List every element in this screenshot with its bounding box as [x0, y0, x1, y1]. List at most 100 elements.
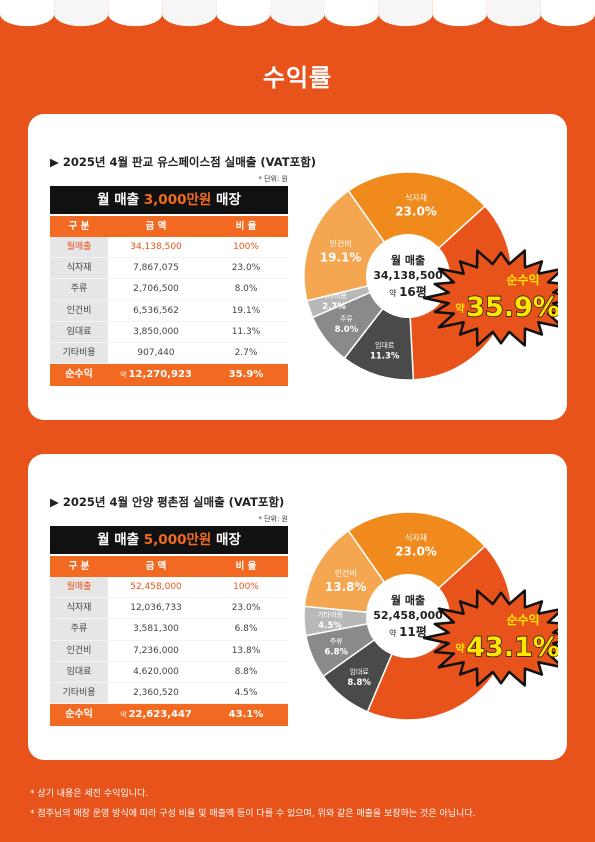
- banner-suffix: 매장: [211, 532, 241, 548]
- unit-note: * 단위: 원: [258, 515, 288, 523]
- col-header: 금 액: [145, 561, 167, 572]
- cell-label: 기타비용: [50, 682, 108, 704]
- slice-name-label: 기타비용: [317, 610, 343, 619]
- awning-scallop: [162, 0, 217, 27]
- total-ratio: 43.1%: [228, 709, 264, 721]
- total-row: 순수익 약 22,623,447 43.1%: [50, 704, 288, 727]
- pie-chart: 식자재 23.0% 임대료 8.8% 주류 6.8% 기타비용 4.5% 인건비 13.8% 월 매…: [298, 496, 558, 736]
- table-row: 기타비용 907,440 2.7%: [50, 342, 288, 365]
- slice-name-label: 임대료: [375, 341, 395, 349]
- cell-ratio: 19.1%: [231, 305, 261, 316]
- footnotes: * 상기 내용은 세전 수익입니다. * 점주님의 매장 운영 방식에 따라 구…: [30, 784, 475, 824]
- cell-ratio: 6.8%: [234, 624, 258, 635]
- approx-mark: 약: [120, 371, 127, 380]
- banner-highlight: 3,000만원: [143, 192, 212, 208]
- cell-label: 기타비용: [50, 342, 108, 364]
- slice-value-label: 2.7%: [322, 302, 346, 312]
- cell-label: 월매출: [50, 237, 108, 258]
- revenue-banner: 월 매출 5,000만원 매장: [50, 526, 288, 554]
- burst-approx: 약: [455, 642, 465, 655]
- center-label: 월 매출: [391, 253, 425, 267]
- burst-value: 43.1%: [466, 632, 558, 663]
- table-row: 식자재 12,036,733 23.0%: [50, 598, 288, 620]
- cell-ratio: 100%: [233, 242, 259, 252]
- total-ratio: 35.9%: [228, 369, 264, 381]
- table-row: 월매출 52,458,000 100%: [50, 577, 288, 599]
- cell-amount: 3,850,000: [133, 326, 179, 337]
- cell-ratio: 100%: [233, 582, 259, 592]
- total-label: 순수익: [65, 369, 93, 381]
- awning-scallop: [324, 0, 379, 27]
- revenue-table: 월 매출 3,000만원 매장 구 분 금 액 비 율 월매출 34,138,50…: [50, 186, 288, 387]
- store-card: ▶ 2025년 4월 판교 유스페이스점 실매출 (VAT포함) * 단위: 원…: [28, 114, 567, 420]
- awning-scallop: [270, 0, 325, 27]
- banner-highlight: 5,000만원: [143, 532, 212, 548]
- slice-name-label: 주류: [330, 638, 343, 646]
- cell-amount: 34,138,500: [130, 242, 182, 252]
- col-header: 금 액: [145, 221, 167, 232]
- table-header: 구 분 금 액 비 율: [50, 216, 288, 237]
- center-size: 약 16평: [389, 285, 427, 299]
- table-row: 인건비 7,236,000 13.8%: [50, 640, 288, 662]
- slice-name-label: 주류: [340, 315, 353, 323]
- burst-value: 35.9%: [466, 292, 558, 323]
- awning-scallop: [0, 0, 55, 27]
- cell-amount: 7,867,075: [133, 263, 179, 274]
- store-heading: ▶ 2025년 4월 안양 평촌점 실매출 (VAT포함): [50, 495, 285, 509]
- cell-ratio: 4.5%: [234, 687, 258, 698]
- burst-label: 순수익: [506, 613, 539, 627]
- awning-scallop: [54, 0, 109, 27]
- banner-suffix: 매장: [211, 192, 241, 208]
- table-header: 구 분 금 액 비 율: [50, 556, 288, 577]
- pie-chart: 식자재 23.0% 임대료 11.3% 주류 8.0% 기타비용 2.7% 인건비 19.1% 월 …: [298, 156, 558, 396]
- slice-name-label: 임대료: [349, 668, 369, 676]
- slice-value-label: 19.1%: [320, 251, 362, 265]
- col-header: 구 분: [68, 561, 90, 572]
- total-label: 순수익: [65, 709, 93, 721]
- banner-prefix: 월 매출: [97, 532, 144, 548]
- revenue-table: 월 매출 5,000만원 매장 구 분 금 액 비 율 월매출 52,458,00…: [50, 526, 288, 727]
- col-header: 비 율: [235, 221, 257, 232]
- footnote: * 상기 내용은 세전 수익입니다.: [30, 789, 149, 799]
- total-amount-value: 12,270,923: [128, 369, 192, 381]
- awning-scallop: [486, 0, 541, 27]
- cell-label: 임대료: [50, 321, 108, 342]
- store-heading: ▶ 2025년 4월 판교 유스페이스점 실매출 (VAT포함): [50, 155, 317, 169]
- cell-ratio: 13.8%: [231, 645, 261, 656]
- cell-label: 임대료: [50, 661, 108, 682]
- cell-label: 식자재: [50, 598, 108, 619]
- slice-name-label: 기타비용: [321, 291, 347, 300]
- burst-badge: [422, 249, 558, 347]
- pie-slice: [347, 511, 487, 618]
- cell-ratio: 8.8%: [234, 666, 258, 677]
- store-card: ▶ 2025년 4월 안양 평촌점 실매출 (VAT포함) * 단위: 원 월 …: [28, 454, 567, 760]
- cell-ratio: 23.0%: [231, 263, 261, 274]
- slice-value-label: 6.8%: [324, 648, 348, 658]
- pie-slice: [347, 171, 487, 278]
- table-row: 주류 3,581,300 6.8%: [50, 619, 288, 641]
- slice-value-label: 4.5%: [318, 621, 342, 631]
- slice-name-label: 인건비: [330, 239, 352, 249]
- cell-label: 식자재: [50, 258, 108, 279]
- cell-ratio: 11.3%: [231, 326, 261, 337]
- table-row: 기타비용 2,360,520 4.5%: [50, 682, 288, 705]
- cell-label: 주류: [50, 279, 108, 300]
- slice-name-label: 식자재: [405, 193, 427, 202]
- cell-amount: 907,440: [137, 347, 175, 358]
- cell-amount: 3,581,300: [133, 624, 179, 635]
- approx-mark: 약: [120, 711, 127, 720]
- total-amount-value: 22,623,447: [128, 709, 192, 721]
- awning-scallop: [540, 0, 595, 27]
- cell-amount: 4,620,000: [133, 666, 179, 677]
- slice-name-label: 인건비: [335, 568, 357, 578]
- cell-label: 주류: [50, 619, 108, 640]
- table-row: 임대료 4,620,000 8.8%: [50, 661, 288, 683]
- cell-amount: 2,706,500: [133, 284, 179, 295]
- burst-approx: 약: [455, 302, 465, 315]
- footnote: * 점주님의 매장 운영 방식에 따라 구성 비율 및 매출액 등이 다를 수 …: [30, 809, 476, 819]
- awning-scallop: [432, 0, 487, 27]
- cell-label: 인건비: [50, 300, 108, 321]
- page-title: 수익률: [262, 64, 333, 92]
- center-amount: 34,138,500: [373, 269, 443, 282]
- center-amount: 52,458,000: [373, 609, 443, 622]
